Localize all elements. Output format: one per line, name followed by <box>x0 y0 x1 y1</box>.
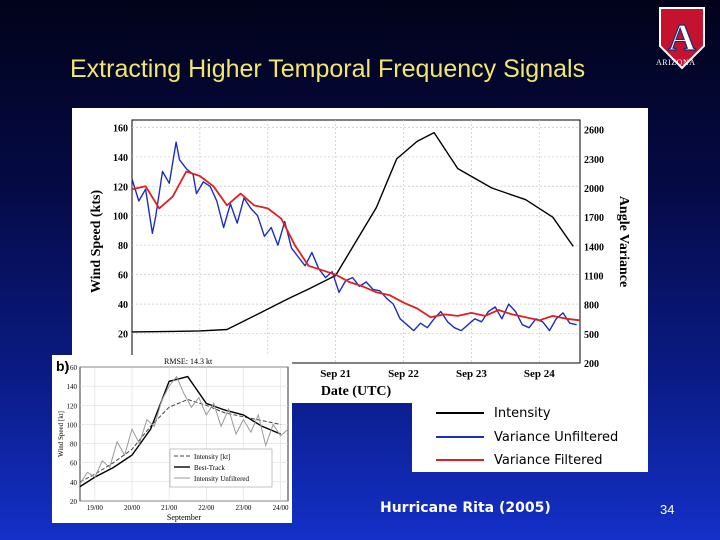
inset-x-tick-label: 21/00 <box>161 504 177 512</box>
inset-y-tick-label: 20 <box>70 498 78 506</box>
inset-legend-label: Best-Track <box>194 464 225 472</box>
variance-unfiltered-line <box>131 141 577 332</box>
inset-legend-label: Intensity Unfiltered <box>194 475 250 483</box>
inset-x-tick-label: 24/00 <box>273 504 289 512</box>
rmse-annotation: RMSE: 14.3 kt <box>164 357 213 366</box>
y-tick-label: 140 <box>113 153 128 164</box>
y-axis-label: Wind Speed (kts) <box>89 190 104 294</box>
legend-label: Intensity <box>494 405 551 421</box>
logo-text: ARIZONA <box>656 58 696 67</box>
y2-tick-label: 1100 <box>584 272 603 283</box>
legend-label: Variance Filtered <box>494 452 603 468</box>
legend-label: Variance Unfiltered <box>494 429 619 445</box>
inset-best-track-line <box>79 375 281 488</box>
y-tick-label: 100 <box>113 212 128 223</box>
y2-tick-label: 2000 <box>584 184 604 195</box>
y2-tick-label: 2600 <box>584 126 604 137</box>
inset-intensity-unfiltered-line <box>79 375 289 485</box>
y2-tick-label: 2300 <box>584 155 604 166</box>
inset-y-tick-label: 40 <box>70 479 78 487</box>
y2-tick-label: 500 <box>584 330 599 341</box>
inset-x-tick-label: 20/00 <box>124 504 140 512</box>
x-tick-label: Sep 23 <box>456 368 487 380</box>
inset-x-tick-label: 19/00 <box>87 504 103 512</box>
intensity-line <box>131 131 574 333</box>
inset-y-tick-label: 60 <box>70 460 78 468</box>
y2-tick-label: 1400 <box>584 242 604 253</box>
x-tick-label: Sep 24 <box>524 368 555 380</box>
caption: Hurricane Rita (2005) <box>380 500 551 516</box>
slide-title: Extracting Higher Temporal Frequency Sig… <box>70 55 586 83</box>
inset-x-tick-label: 23/00 <box>235 504 251 512</box>
y2-tick-label: 800 <box>584 301 599 312</box>
main-chart: 20 40 60 80 100 120 140 160 200 500 800 1100 1400 170… <box>72 108 648 403</box>
legend: Intensity Variance Unfiltered Variance F… <box>412 400 648 472</box>
inset-panel-label: b) <box>56 358 70 374</box>
x-tick-label: Sep 22 <box>388 368 419 380</box>
inset-legend-box <box>169 448 273 488</box>
y-tick-label: 60 <box>118 271 128 282</box>
inset-y-tick-label: 140 <box>67 383 78 391</box>
legend-swatch <box>436 412 484 414</box>
inset-x-axis-label: September <box>167 513 202 522</box>
arizona-logo: A <box>659 7 705 70</box>
legend-swatch <box>436 459 484 461</box>
variance-filtered-line <box>131 170 581 322</box>
inset-chart: 20 40 60 80 100 120 140 160 19/00 20/00 21/00 22/00… <box>52 355 292 523</box>
inset-y-tick-label: 100 <box>67 421 78 429</box>
page-number: 34 <box>660 502 675 517</box>
y-tick-label: 20 <box>118 330 128 341</box>
legend-item-variance-filtered: Variance Filtered <box>436 450 602 470</box>
inset-legend-label: Intensity [kt] <box>194 453 230 461</box>
inset-y-axis-label: Wind Speed [kt] <box>57 411 65 457</box>
legend-item-variance-unfiltered: Variance Unfiltered <box>436 427 618 447</box>
x-axis-label: Date (UTC) <box>321 384 392 399</box>
y2-tick-label: 200 <box>584 359 599 370</box>
y-tick-label: 80 <box>118 241 128 252</box>
x-tick-label: Sep 21 <box>320 368 351 380</box>
inset-y-tick-label: 80 <box>70 441 78 449</box>
y-tick-label: 40 <box>118 300 128 311</box>
legend-item-intensity: Intensity <box>436 403 551 423</box>
y2-tick-label: 1700 <box>584 213 604 224</box>
inset-x-tick-label: 22/00 <box>198 504 214 512</box>
y2-axis-label: Angle Variance <box>616 196 631 287</box>
inset-y-tick-label: 120 <box>67 402 78 410</box>
y-tick-label: 120 <box>113 182 128 193</box>
legend-swatch <box>436 436 484 438</box>
y-tick-label: 160 <box>113 123 128 134</box>
inset-y-tick-label: 160 <box>67 364 78 372</box>
logo-letter: A <box>668 17 696 59</box>
